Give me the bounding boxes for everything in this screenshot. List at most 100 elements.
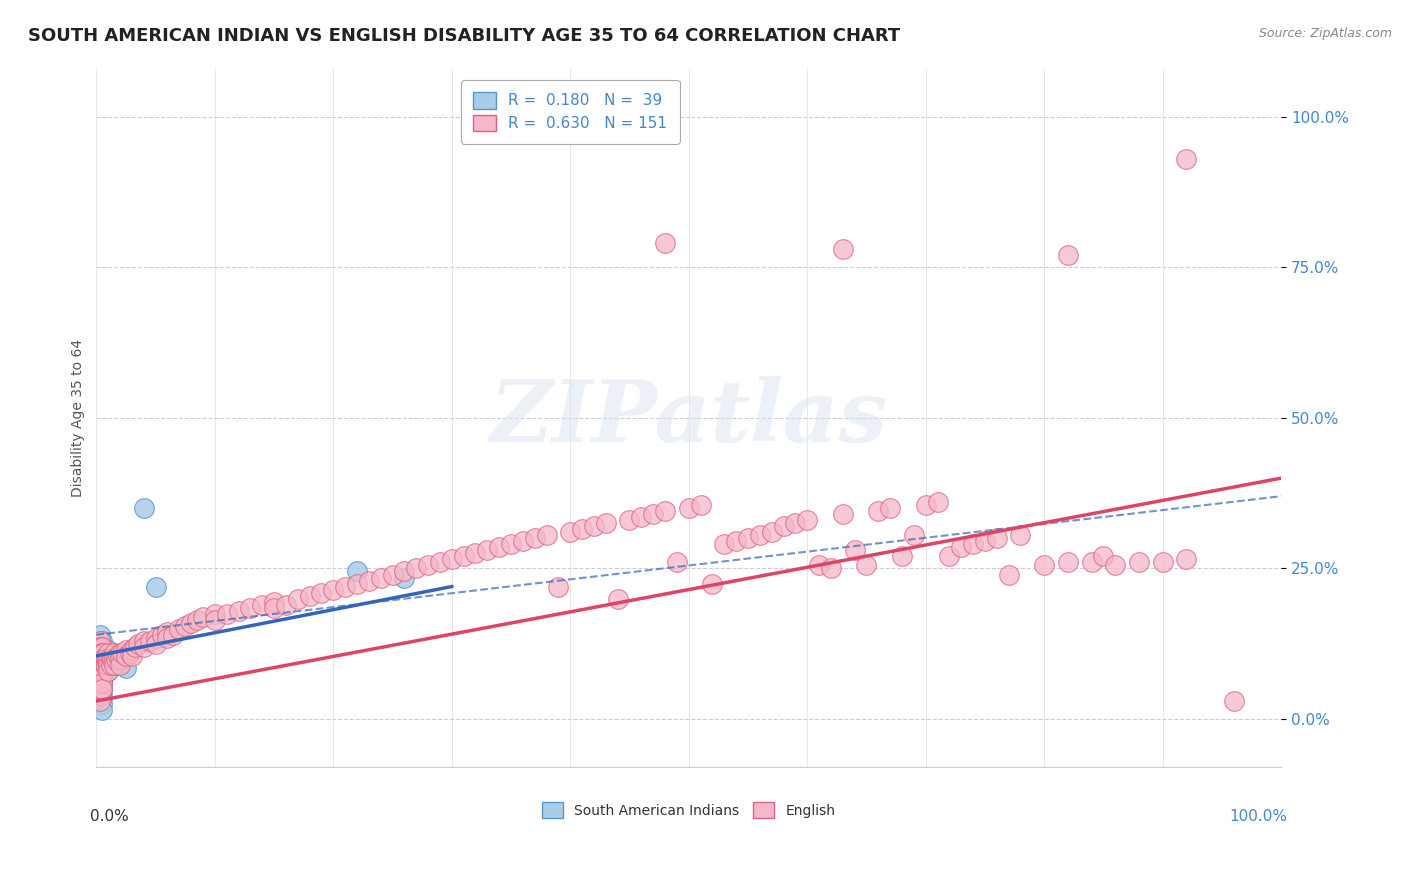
Point: [228, 604, 250, 618]
Point: [394, 570, 416, 584]
Point: [89, 694, 111, 708]
Point: [725, 534, 748, 549]
Point: [121, 642, 143, 657]
Point: [381, 567, 404, 582]
Point: [370, 570, 392, 584]
Point: [997, 567, 1019, 582]
Point: [405, 561, 427, 575]
Point: [962, 537, 984, 551]
Point: [90, 664, 112, 678]
Point: [499, 537, 522, 551]
Point: [595, 516, 617, 531]
Point: [89, 657, 111, 672]
Point: [169, 622, 191, 636]
Text: Source: ZipAtlas.com: Source: ZipAtlas.com: [1258, 27, 1392, 40]
Point: [1033, 558, 1056, 573]
Point: [1092, 549, 1115, 564]
Point: [440, 552, 463, 566]
Point: [90, 661, 112, 675]
Point: [91, 681, 114, 696]
Point: [93, 652, 115, 666]
Point: [91, 646, 114, 660]
Point: [1080, 556, 1102, 570]
Point: [186, 613, 208, 627]
Point: [156, 631, 179, 645]
Point: [322, 582, 344, 597]
Point: [761, 525, 783, 540]
Point: [162, 628, 184, 642]
Point: [93, 657, 115, 672]
Point: [108, 646, 131, 660]
Point: [844, 543, 866, 558]
Text: SOUTH AMERICAN INDIAN VS ENGLISH DISABILITY AGE 35 TO 64 CORRELATION CHART: SOUTH AMERICAN INDIAN VS ENGLISH DISABIL…: [28, 27, 900, 45]
Point: [891, 549, 914, 564]
Point: [298, 589, 321, 603]
Point: [90, 657, 112, 672]
Point: [89, 646, 111, 660]
Point: [90, 676, 112, 690]
Point: [97, 652, 120, 666]
Point: [1222, 694, 1244, 708]
Point: [91, 657, 114, 672]
Point: [394, 565, 416, 579]
Point: [107, 648, 129, 663]
Point: [91, 676, 114, 690]
Point: [103, 655, 125, 669]
Point: [287, 591, 309, 606]
Point: [103, 657, 125, 672]
Point: [571, 522, 593, 536]
Point: [654, 504, 676, 518]
Point: [512, 534, 534, 549]
Point: [974, 534, 997, 549]
Point: [100, 648, 122, 663]
Point: [346, 565, 368, 579]
Point: [100, 652, 122, 666]
Point: [464, 546, 486, 560]
Point: [91, 648, 114, 663]
Point: [89, 633, 111, 648]
Point: [103, 646, 125, 660]
Point: [108, 652, 131, 666]
Point: [357, 574, 380, 588]
Point: [1010, 528, 1032, 542]
Point: [89, 640, 111, 654]
Point: [115, 648, 138, 663]
Point: [416, 558, 439, 573]
Point: [93, 652, 115, 666]
Point: [333, 580, 356, 594]
Point: [97, 664, 120, 678]
Point: [132, 633, 155, 648]
Point: [94, 664, 117, 678]
Point: [879, 501, 901, 516]
Point: [111, 646, 134, 660]
Point: [250, 598, 273, 612]
Point: [831, 242, 853, 256]
Point: [927, 495, 949, 509]
Point: [90, 681, 112, 696]
Point: [174, 618, 197, 632]
Point: [89, 681, 111, 696]
Point: [938, 549, 960, 564]
Point: [91, 642, 114, 657]
Point: [97, 664, 120, 678]
Point: [536, 528, 558, 542]
Point: [619, 513, 641, 527]
Point: [643, 508, 665, 522]
Point: [91, 681, 114, 696]
Point: [1056, 248, 1078, 262]
Point: [127, 637, 149, 651]
Point: [91, 640, 114, 654]
Point: [204, 613, 226, 627]
Point: [156, 624, 179, 639]
Point: [91, 676, 114, 690]
Point: [311, 585, 333, 599]
Point: [91, 655, 114, 669]
Point: [138, 633, 160, 648]
Y-axis label: Disability Age 35 to 64: Disability Age 35 to 64: [72, 339, 86, 497]
Legend: South American Indians, English: South American Indians, English: [537, 797, 841, 823]
Point: [115, 661, 138, 675]
Point: [97, 652, 120, 666]
Point: [87, 646, 110, 660]
Point: [91, 670, 114, 684]
Point: [630, 510, 652, 524]
